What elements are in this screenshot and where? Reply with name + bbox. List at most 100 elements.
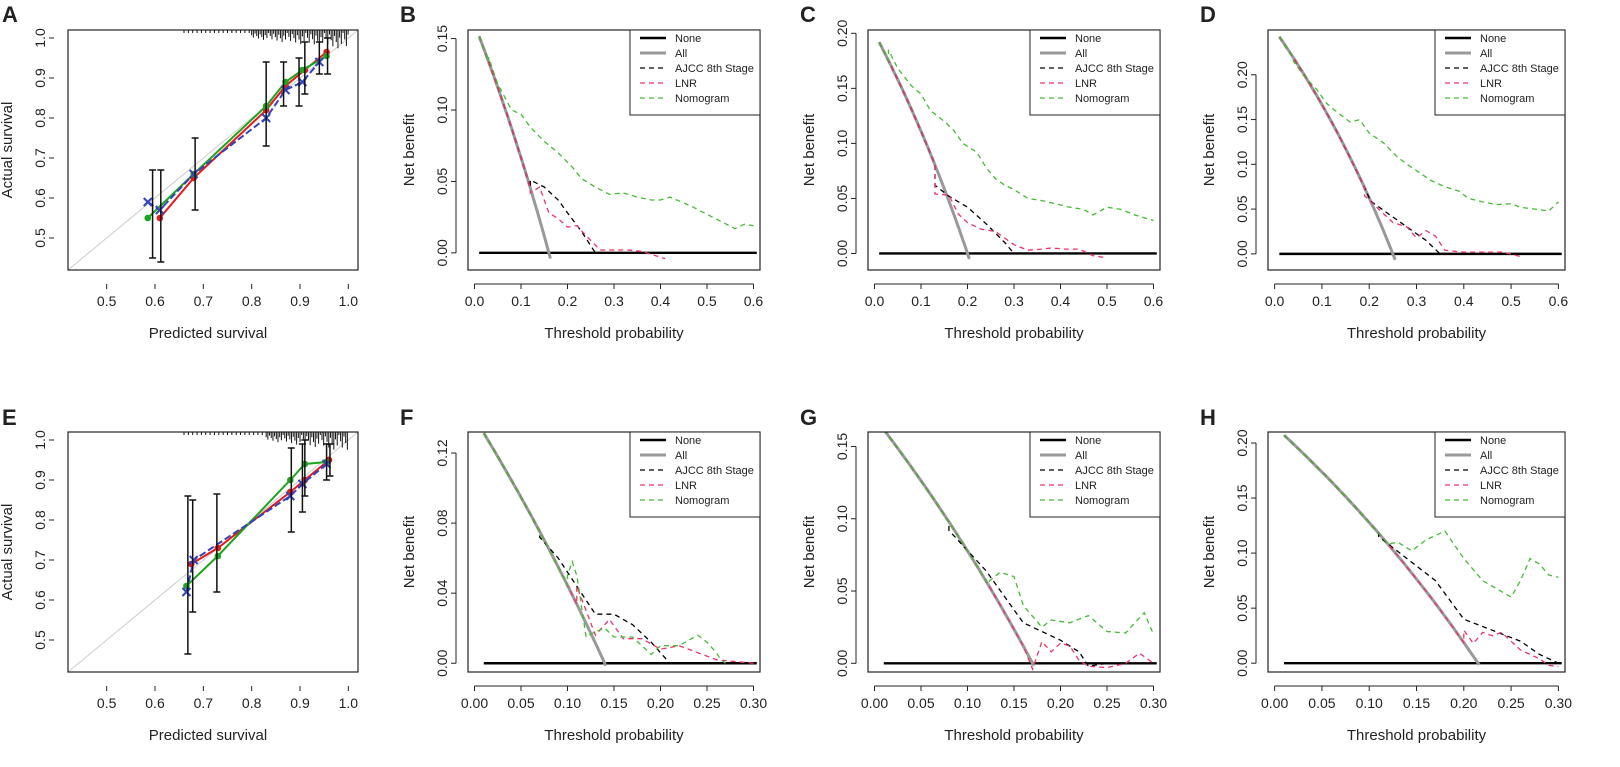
y-tick-label: 0.10 (1234, 539, 1250, 566)
legend-label: Nomogram (1075, 93, 1129, 105)
y-tick-label: 0.00 (834, 649, 850, 676)
panel-letter: D (1200, 2, 1216, 27)
error-bar (287, 447, 295, 533)
x-tick-label: 0.6 (1549, 293, 1569, 309)
legend-label: AJCC 8th Stage (1075, 465, 1154, 477)
legend-label: All (1480, 48, 1492, 60)
calibration-point (299, 66, 306, 74)
y-tick-label: 1.0 (32, 28, 48, 48)
error-bar (301, 41, 309, 95)
plot-frame (467, 431, 761, 673)
y-tick-label: 0.6 (32, 188, 48, 208)
plot-area (883, 432, 1157, 671)
legend-label: AJCC 8th Stage (675, 465, 754, 477)
y-tick-label: 0.05 (1234, 594, 1250, 621)
y-tick-label: 0.05 (834, 577, 850, 604)
x-tick-label: 0.20 (1047, 695, 1074, 711)
x-tick-label: 0.3 (1004, 293, 1024, 309)
y-axis-title: Net benefit (801, 113, 818, 186)
legend-label: None (1075, 33, 1101, 45)
plot-frame (1267, 29, 1566, 271)
nomogram-curve (1283, 434, 1559, 598)
error-bar (149, 169, 157, 259)
x-tick-label: 0.6 (1144, 293, 1164, 309)
x-tick-label: 0.2 (1359, 293, 1379, 309)
x-tick-label: 0.3 (1407, 293, 1427, 309)
y-tick-label: 0.10 (834, 505, 850, 532)
legend-label: LNR (1075, 78, 1097, 90)
y-tick-label: 0.08 (434, 509, 450, 536)
x-tick-label: 0.6 (145, 695, 165, 711)
x-tick-label: 0.8 (242, 695, 262, 711)
y-tick-label: 0.20 (834, 19, 850, 46)
legend-label: None (1075, 435, 1101, 447)
legend-label: LNR (1075, 480, 1097, 492)
x-tick-label: 0.10 (954, 695, 981, 711)
ajcc-curve (483, 432, 671, 664)
calibration-point-cross (285, 491, 296, 501)
x-tick-label: 0.2 (558, 293, 578, 309)
legend-label: All (675, 48, 687, 60)
plot-frame (67, 431, 359, 673)
legend-label: All (1075, 48, 1087, 60)
calibration-curve-3 (185, 463, 328, 593)
x-tick-label: 0.7 (194, 695, 214, 711)
y-tick-label: 0.04 (434, 579, 450, 606)
error-bar (184, 495, 192, 655)
y-axis-title: Actual survival (0, 102, 16, 199)
panel-g: G 0.00 0.05 0.10 0.15 0.20 0.25 0.30 0.00 0.05 0.1… (800, 405, 1167, 744)
y-tick-label: 0.8 (32, 510, 48, 530)
error-bar (301, 439, 309, 497)
calibration-point (156, 214, 164, 222)
lnr-curve (878, 41, 1108, 259)
x-tick-label: 0.0 (1265, 293, 1285, 309)
calibration-point (144, 214, 152, 222)
plot-area (1278, 35, 1562, 261)
calibration-point-cross (143, 197, 153, 207)
legend-label: None (1480, 435, 1506, 447)
x-tick-label: 0.7 (194, 293, 214, 309)
panel-h: H 0.00 0.05 0.10 0.15 0.20 0.25 0.30 0.00 0.05 0.1… (1200, 405, 1572, 744)
x-tick-label: 0.10 (554, 695, 581, 711)
panel-letter: E (2, 405, 17, 430)
legend-label: AJCC 8th Stage (1075, 63, 1154, 75)
y-axis-title: Net benefit (1201, 515, 1218, 588)
x-tick-label: 0.4 (651, 293, 671, 309)
error-bar (157, 169, 165, 263)
all-curve (477, 35, 552, 259)
x-tick-label: 0.4 (1454, 293, 1474, 309)
calibration-point (214, 552, 222, 560)
x-tick-label: 0.6 (145, 293, 165, 309)
legend-label: None (675, 435, 701, 447)
y-tick-label: 0.15 (1234, 106, 1250, 133)
y-tick-label: 0.10 (434, 96, 450, 123)
x-axis-title: Predicted survival (149, 325, 267, 342)
y-tick-label: 0.10 (834, 130, 850, 157)
legend-box (1434, 431, 1566, 518)
x-tick-label: 0.00 (461, 695, 488, 711)
x-tick-label: 0.05 (507, 695, 534, 711)
x-axis-title: Threshold probability (544, 727, 684, 744)
calibration-point (214, 544, 222, 552)
x-tick-label: 0.0 (865, 293, 885, 309)
y-tick-label: 0.7 (32, 148, 48, 168)
legend-box (629, 431, 761, 518)
calibration-point (287, 476, 294, 484)
error-bar (280, 61, 288, 107)
legend-label: All (1075, 450, 1087, 462)
legend-box (1029, 431, 1161, 518)
cross-stroke (188, 555, 199, 565)
legend: None All AJCC 8th Stage LNR Nomogram (629, 431, 761, 518)
x-tick-label: 0.20 (1450, 695, 1477, 711)
legend: None All AJCC 8th Stage LNR Nomogram (1434, 431, 1566, 518)
plot-area (68, 432, 358, 672)
x-tick-label: 0.0 (465, 293, 485, 309)
x-tick-label: 0.10 (1356, 695, 1383, 711)
legend-box (629, 29, 761, 116)
panel-f: F 0.00 0.05 0.10 0.15 0.20 0.25 0.30 0.00 0.04 0.0… (400, 405, 767, 744)
legend-label: None (675, 33, 701, 45)
x-tick-label: 0.15 (600, 695, 627, 711)
y-tick-label: 0.15 (834, 433, 850, 460)
x-tick-label: 0.00 (861, 695, 888, 711)
